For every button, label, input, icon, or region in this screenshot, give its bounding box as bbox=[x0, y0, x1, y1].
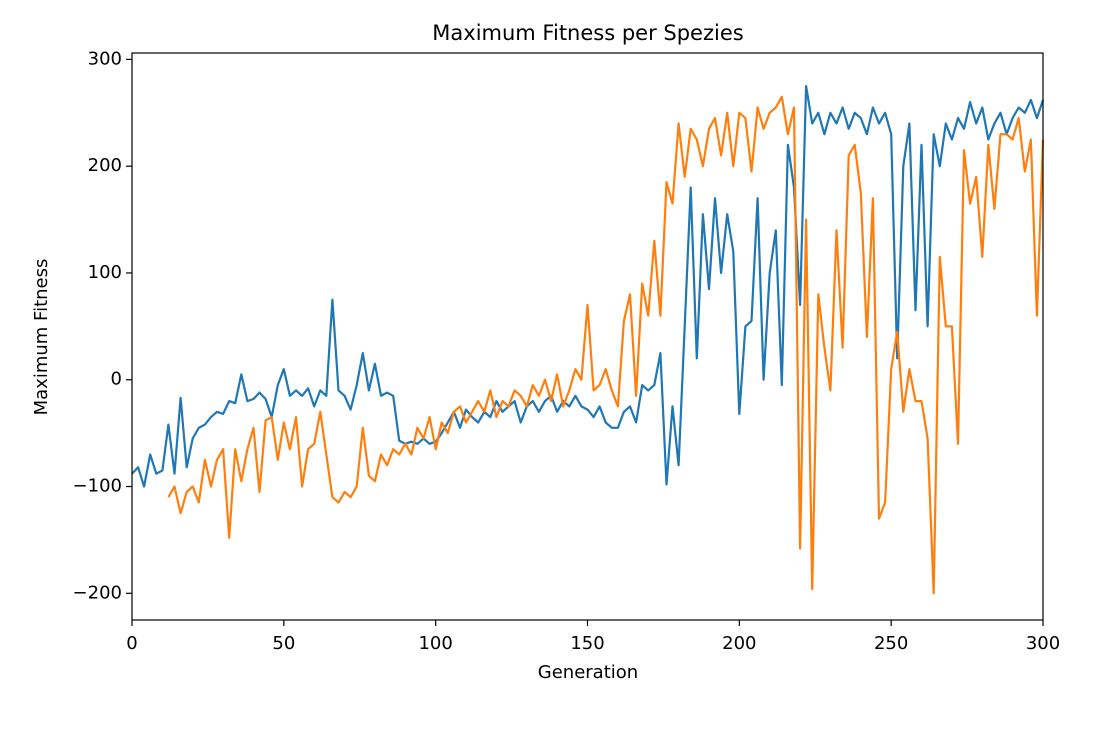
x-tick-label: 150 bbox=[570, 633, 604, 654]
y-tick-label: −200 bbox=[73, 582, 122, 603]
x-tick-label: 300 bbox=[1026, 633, 1060, 654]
series-line bbox=[167, 95, 1045, 595]
x-tick-label: 50 bbox=[272, 633, 295, 654]
x-tick-label: 250 bbox=[874, 633, 908, 654]
chart-title: Maximum Fitness per Spezies bbox=[432, 21, 743, 45]
y-tick-label: 0 bbox=[111, 369, 122, 390]
plot-frame bbox=[131, 52, 1044, 621]
x-tick-label: 200 bbox=[722, 633, 756, 654]
y-tick-label: 300 bbox=[88, 48, 122, 69]
y-tick-label: 100 bbox=[88, 262, 122, 283]
x-tick-label: 100 bbox=[418, 633, 452, 654]
x-tick-label: 0 bbox=[126, 633, 137, 654]
y-tick-label: 200 bbox=[88, 155, 122, 176]
y-axis-label: Maximum Fitness bbox=[31, 259, 52, 416]
x-axis-label: Generation bbox=[538, 662, 638, 683]
series-line bbox=[131, 85, 1045, 488]
y-tick-label: −100 bbox=[73, 476, 122, 497]
